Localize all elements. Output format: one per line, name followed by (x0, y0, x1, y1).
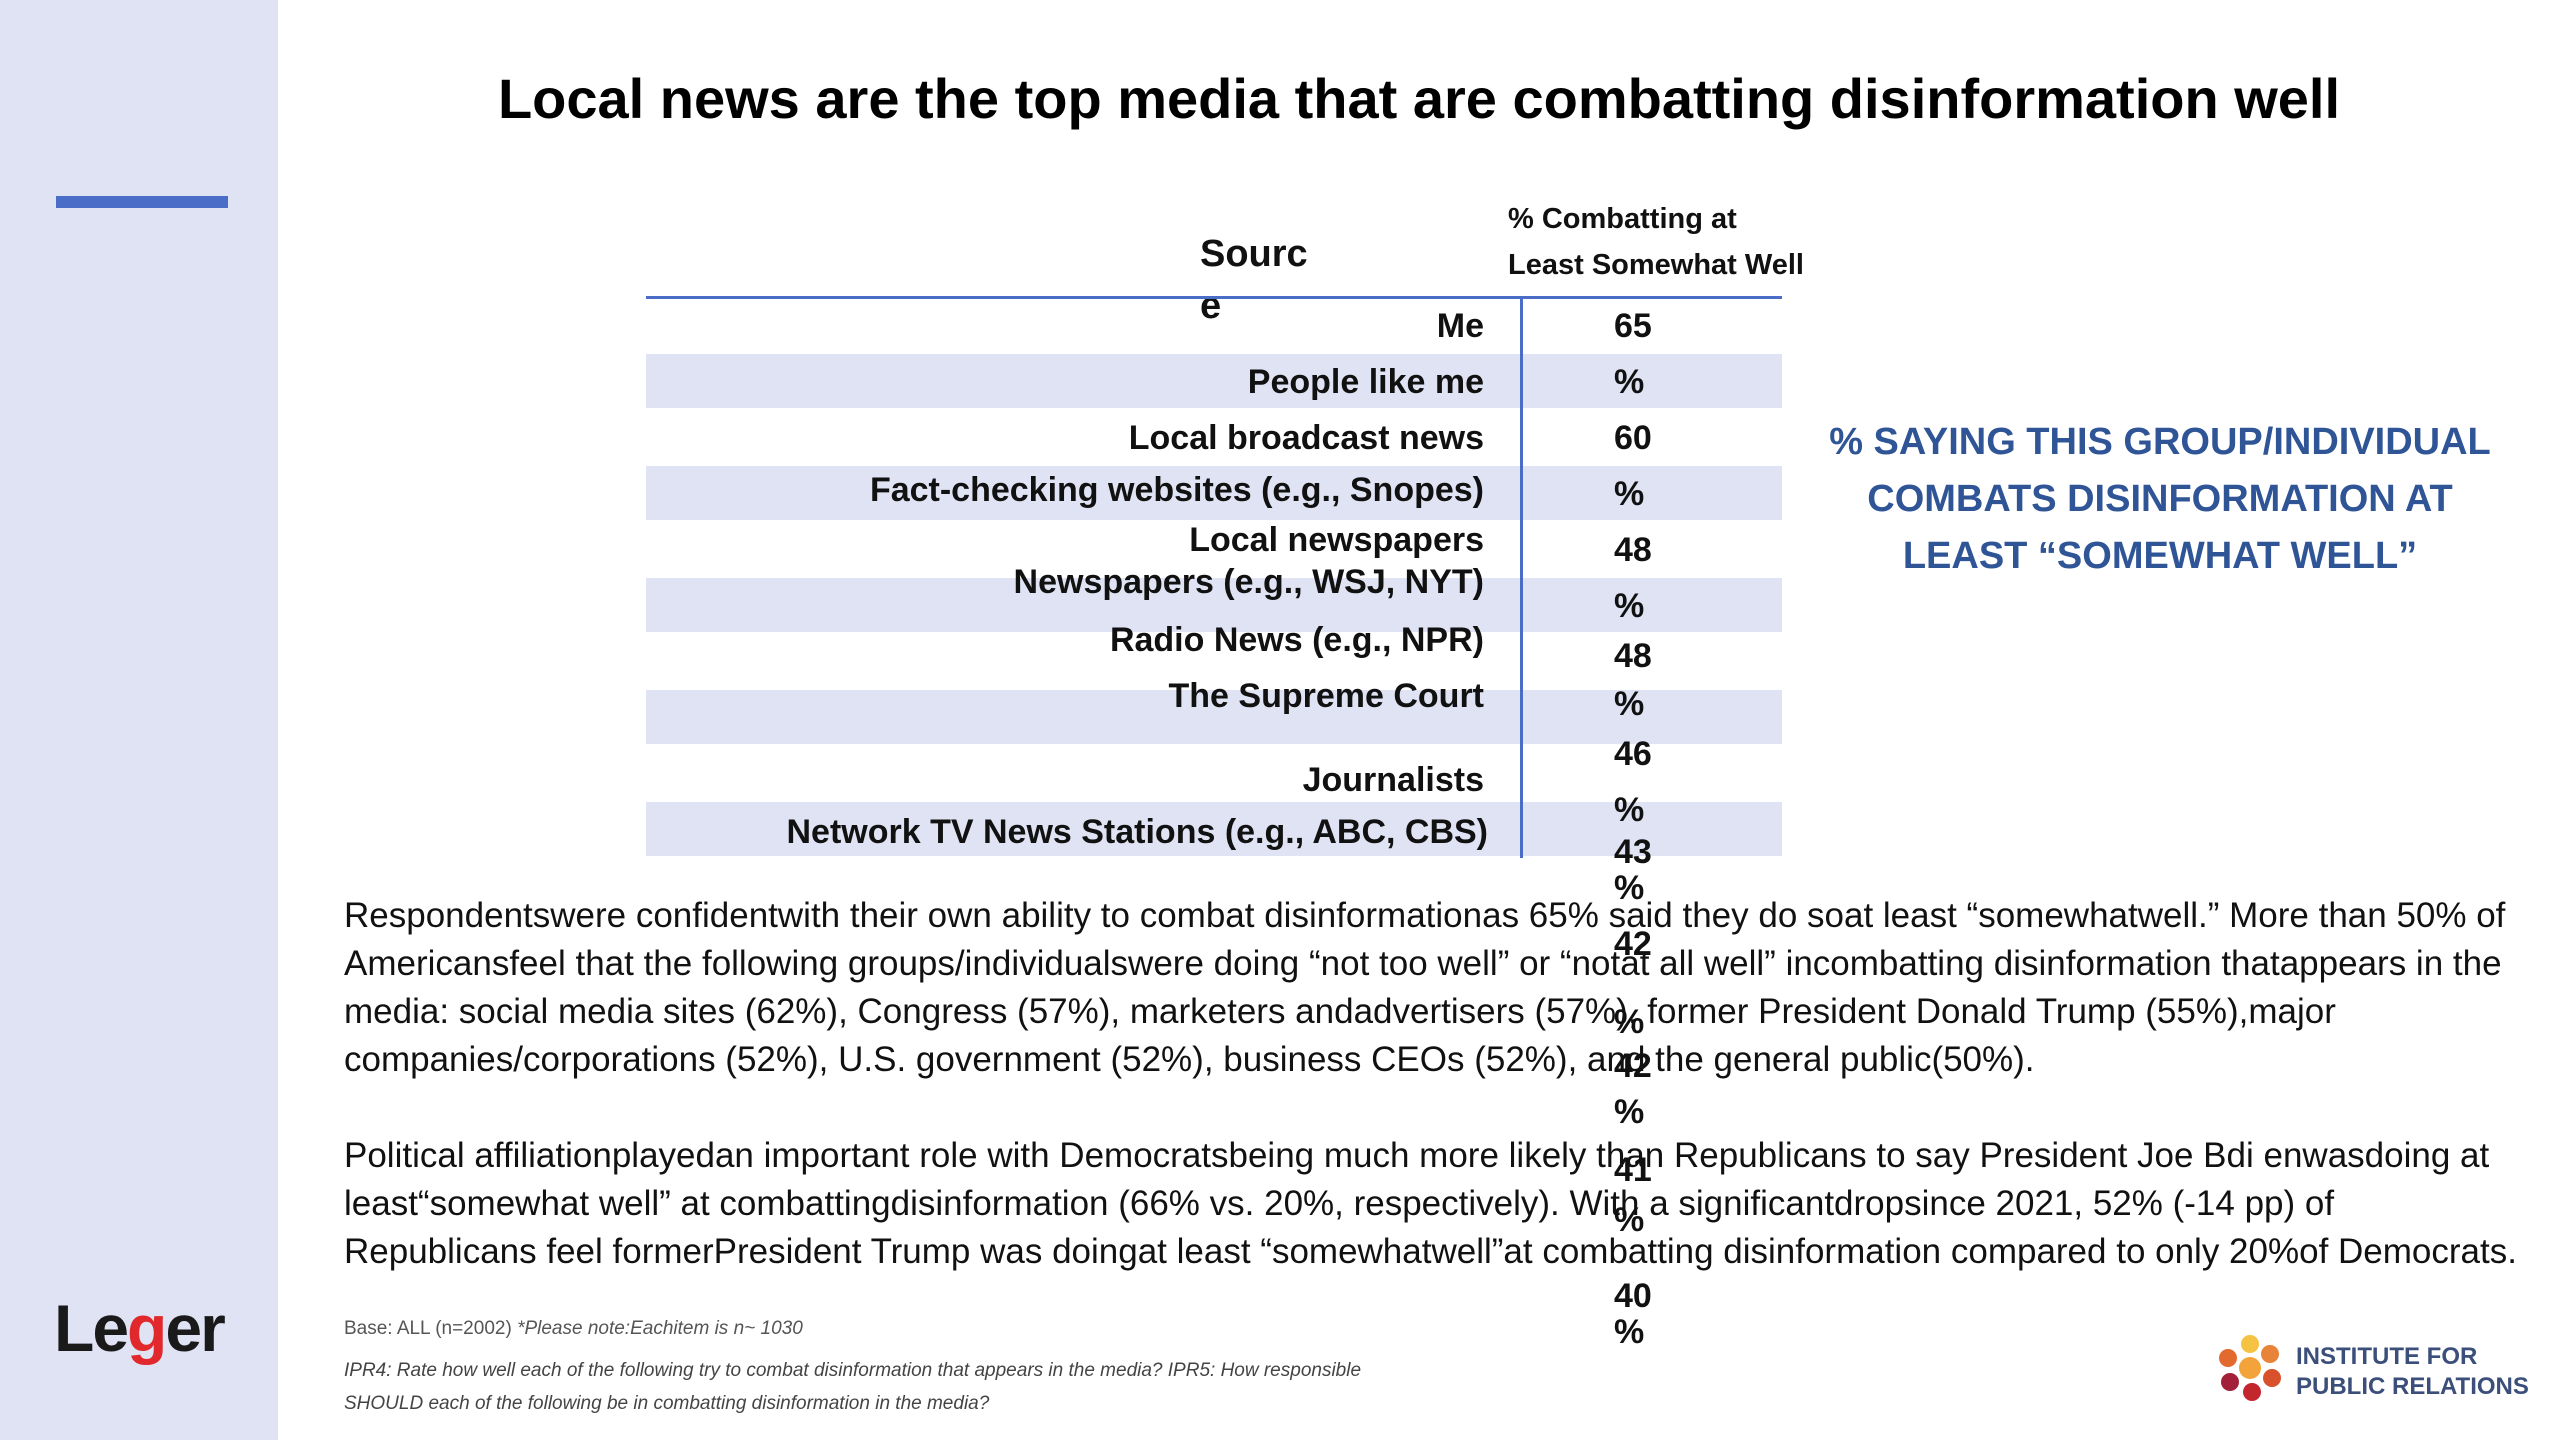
table-stripe (646, 354, 1782, 408)
percent-value: % (1614, 685, 1645, 723)
table-row-label: The Supreme Court (1168, 677, 1484, 715)
table-stripe (646, 690, 1782, 744)
percent-value: 42 (1614, 925, 1652, 963)
percent-value: 46 (1614, 735, 1652, 773)
footnote-base: Base: ALL (n=2002) *Please note:Eachitem… (344, 1318, 803, 1339)
table-row-label: Network TV News Stations (e.g., ABC, CBS… (786, 813, 1489, 851)
percent-value: % (1614, 1201, 1645, 1239)
percent-value: 60 (1614, 419, 1652, 457)
table-column-divider (1520, 296, 1523, 858)
table-row-label: Newspapers (e.g., WSJ, NYT) (1013, 563, 1484, 601)
ipr-logo-icon (2219, 1335, 2281, 1401)
percent-value: 40 (1614, 1277, 1652, 1315)
percent-value: 48 (1614, 637, 1652, 675)
percent-value: 65 (1614, 307, 1652, 345)
sidebar-accent-bar (56, 196, 228, 208)
percent-value: 42 (1614, 1047, 1652, 1085)
table-top-rule (646, 296, 1782, 299)
body-paragraph: Respondentswere confidentwith their own … (344, 896, 2506, 1079)
percent-value: % (1614, 475, 1645, 513)
percent-value: % (1614, 1093, 1645, 1131)
data-table (646, 296, 1782, 858)
table-stripe (646, 466, 1782, 520)
table-header-percent: % Combatting at Least Somewhat Well (1508, 203, 1804, 281)
table-row-label: Local newspapers (1189, 521, 1484, 559)
callout-text: % SAYING THIS GROUP/INDIVIDUAL COMBATS D… (1829, 421, 2491, 577)
table-row-label: Journalists (1302, 761, 1484, 799)
percent-value: 41 (1614, 1151, 1652, 1189)
percent-value: 43 (1614, 833, 1652, 871)
table-row-label: Local broadcast news (1128, 419, 1484, 457)
ipr-logo-text: INSTITUTE FOR PUBLIC RELATIONS (2296, 1343, 2529, 1400)
page-title: Local news are the top media that are co… (497, 67, 2341, 130)
percent-value: % (1614, 869, 1645, 907)
percent-value: % (1614, 791, 1645, 829)
sidebar (0, 0, 278, 1440)
ipr-logo: INSTITUTE FOR PUBLIC RELATIONS (2210, 1328, 2530, 1408)
percent-value: % (1614, 587, 1645, 625)
table-row-label: Fact-checking websites (e.g., Snopes) (869, 471, 1484, 509)
leger-logo: Leger (54, 1291, 226, 1365)
table-row-label: Radio News (e.g., NPR) (1109, 621, 1484, 659)
body-paragraph: Political affiliationplayedan important … (344, 1136, 2517, 1271)
percent-value: % (1614, 1313, 1645, 1351)
table-stripe (646, 578, 1782, 632)
percent-value: % (1614, 1003, 1645, 1041)
table-header-source: Sourc e (1200, 233, 1308, 327)
footnote-question: IPR4: Rate how well each of the followin… (344, 1360, 1362, 1414)
percent-value: 48 (1614, 531, 1652, 569)
table-row-label: People like me (1247, 363, 1484, 401)
percent-value: % (1614, 363, 1645, 401)
table-stripe (646, 802, 1782, 856)
table-row-label: Me (1436, 307, 1484, 345)
